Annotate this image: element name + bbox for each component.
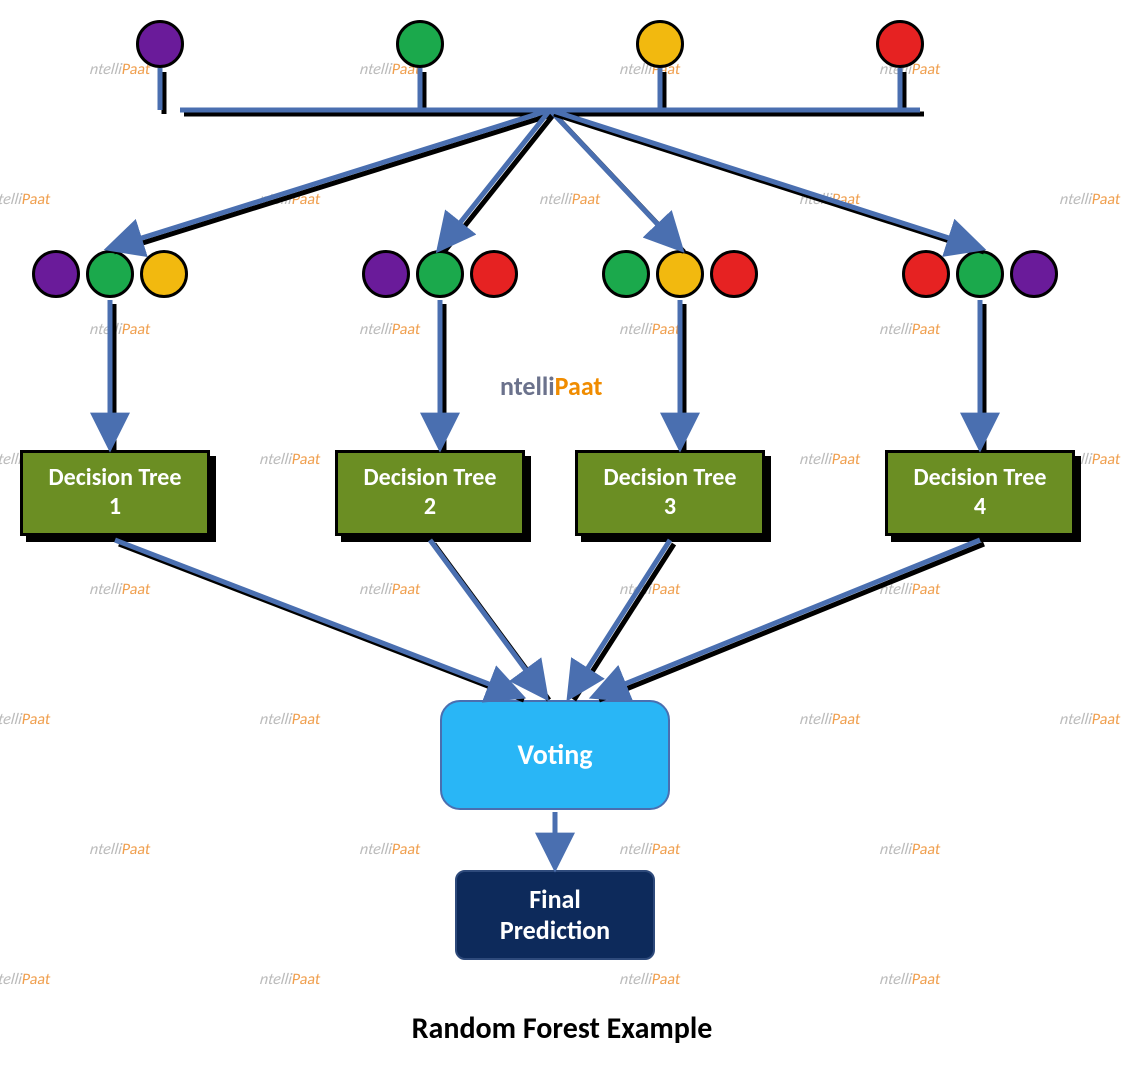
watermark: ntelliPaat xyxy=(0,970,52,989)
tree-number: 2 xyxy=(424,492,436,521)
watermark: ntelliPaat xyxy=(359,580,422,599)
decision-tree-box-3: Decision Tree3 xyxy=(575,450,765,536)
subset-s4-circle-red xyxy=(902,250,950,298)
input-circle-green xyxy=(396,20,444,68)
subset-s1-circle-purple xyxy=(32,250,80,298)
watermark: ntelliPaat xyxy=(879,320,942,339)
subset-s3-circle-red xyxy=(710,250,758,298)
watermark: ntelliPaat xyxy=(799,190,862,209)
watermark: ntelliPaat xyxy=(89,320,152,339)
tree-number: 1 xyxy=(109,492,121,521)
watermark: ntelliPaat xyxy=(619,840,682,859)
watermark: ntelliPaat xyxy=(1059,190,1122,209)
watermark: ntelliPaat xyxy=(359,840,422,859)
tree-label: Decision Tree xyxy=(49,463,182,492)
final-prediction-box: FinalPrediction xyxy=(455,870,655,960)
subset-s3-circle-green xyxy=(602,250,650,298)
tree-number: 3 xyxy=(664,492,676,521)
final-label-1: Final xyxy=(529,883,581,915)
decision-tree-box-1: Decision Tree1 xyxy=(20,450,210,536)
watermark: ntelliPaat xyxy=(89,580,152,599)
diagram-title: Random Forest Example xyxy=(0,1010,1124,1047)
watermark: ntelliPaat xyxy=(259,190,322,209)
watermark: ntelliPaat xyxy=(1059,710,1122,729)
watermark: ntelliPaat xyxy=(879,840,942,859)
final-label-2: Prediction xyxy=(500,914,610,946)
subset-s1-circle-green xyxy=(86,250,134,298)
watermark: ntelliPaat xyxy=(259,710,322,729)
input-circle-purple xyxy=(136,20,184,68)
brand-logo: ntelliPaat xyxy=(500,370,602,402)
voting-box: Voting xyxy=(440,700,670,810)
watermark: ntelliPaat xyxy=(259,970,322,989)
subset-s4-circle-purple xyxy=(1010,250,1058,298)
watermark: ntelliPaat xyxy=(799,710,862,729)
subset-s2-circle-purple xyxy=(362,250,410,298)
watermark: ntelliPaat xyxy=(879,580,942,599)
decision-tree-box-2: Decision Tree2 xyxy=(335,450,525,536)
watermark: ntelliPaat xyxy=(359,320,422,339)
tree-number: 4 xyxy=(974,492,986,521)
subset-s2-circle-red xyxy=(470,250,518,298)
watermark: ntelliPaat xyxy=(0,710,52,729)
watermark: ntelliPaat xyxy=(799,450,862,469)
watermark: ntelliPaat xyxy=(89,840,152,859)
tree-label: Decision Tree xyxy=(364,463,497,492)
watermark: ntelliPaat xyxy=(619,580,682,599)
subset-s4-circle-green xyxy=(956,250,1004,298)
input-circle-red xyxy=(876,20,924,68)
watermark: ntelliPaat xyxy=(0,190,52,209)
subset-s2-circle-green xyxy=(416,250,464,298)
input-circle-yellow xyxy=(636,20,684,68)
watermark: ntelliPaat xyxy=(879,970,942,989)
watermark: ntelliPaat xyxy=(619,320,682,339)
subset-s3-circle-yellow xyxy=(656,250,704,298)
tree-label: Decision Tree xyxy=(914,463,1047,492)
decision-tree-box-4: Decision Tree4 xyxy=(885,450,1075,536)
tree-label: Decision Tree xyxy=(604,463,737,492)
watermark: ntelliPaat xyxy=(259,450,322,469)
watermark: ntelliPaat xyxy=(89,60,152,79)
subset-s1-circle-yellow xyxy=(140,250,188,298)
watermark: ntelliPaat xyxy=(619,970,682,989)
watermark: ntelliPaat xyxy=(539,190,602,209)
